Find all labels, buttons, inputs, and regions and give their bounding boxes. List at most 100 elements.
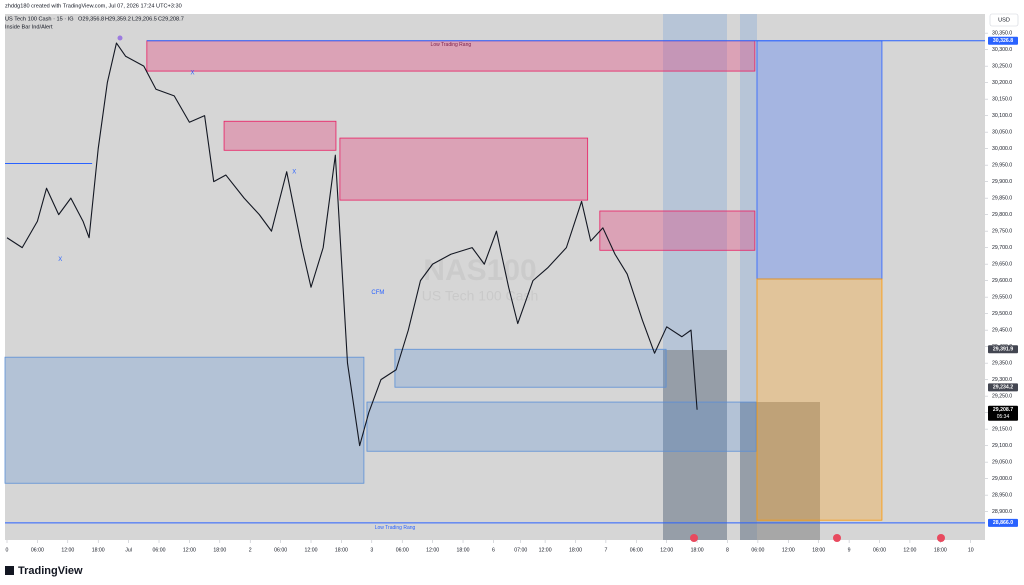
x-tick-label: 12:00 bbox=[539, 547, 552, 553]
y-tick-label: 30,350.0 bbox=[992, 31, 1012, 37]
y-tick-label: 30,100.0 bbox=[992, 113, 1012, 119]
author-line: zhddg180 created with TradingView.com, J… bbox=[5, 3, 182, 9]
zone bbox=[756, 278, 883, 521]
x-tick-label: 06:00 bbox=[873, 547, 886, 553]
x-tick-label: 06:00 bbox=[630, 547, 643, 553]
y-tick-label: 29,050.0 bbox=[992, 459, 1012, 465]
ohlc-high: H29,359.2 bbox=[105, 16, 131, 22]
x-tick-label: 0 bbox=[6, 547, 9, 553]
session-band bbox=[663, 14, 727, 540]
x-tick-label: Jul bbox=[125, 547, 132, 553]
x-tick-label: 06:00 bbox=[751, 547, 764, 553]
x-tick-label: 18:00 bbox=[934, 547, 947, 553]
annotation: X bbox=[58, 257, 62, 263]
y-tick-label: 30,000.0 bbox=[992, 146, 1012, 152]
y-tick-label: 29,550.0 bbox=[992, 295, 1012, 301]
price-label: 29,234.2 bbox=[993, 385, 1013, 391]
watermark: US Tech 100 Cash bbox=[422, 288, 538, 304]
ohlc-close: C29,208.7 bbox=[158, 16, 184, 22]
y-tick-label: 30,150.0 bbox=[992, 97, 1012, 103]
annotation: CFM bbox=[371, 290, 384, 296]
zone bbox=[146, 40, 756, 72]
indicator-name: Inside Bar Ind/Alert bbox=[5, 24, 53, 30]
price-line bbox=[6, 42, 698, 447]
currency-button[interactable] bbox=[989, 13, 1019, 27]
level-label: Low Trading Rang bbox=[375, 525, 416, 531]
x-tick-label: 12:00 bbox=[305, 547, 318, 553]
y-tick-label: 30,200.0 bbox=[992, 80, 1012, 86]
zone bbox=[4, 356, 365, 484]
y-tick-label: 29,350.0 bbox=[992, 361, 1012, 367]
y-tick-label: 29,950.0 bbox=[992, 163, 1012, 169]
x-tick-label: 12:00 bbox=[782, 547, 795, 553]
y-tick-label: 28,950.0 bbox=[992, 492, 1012, 498]
event-icon[interactable] bbox=[690, 534, 698, 542]
x-tick-label: 06:00 bbox=[153, 547, 166, 553]
y-tick-label: 29,700.0 bbox=[992, 245, 1012, 251]
x-tick-label: 18:00 bbox=[92, 547, 105, 553]
annotation: X bbox=[292, 169, 296, 175]
y-tick-label: 29,500.0 bbox=[992, 311, 1012, 317]
y-tick-label: 29,250.0 bbox=[992, 394, 1012, 400]
zone bbox=[599, 210, 756, 251]
y-tick-label: 29,750.0 bbox=[992, 229, 1012, 235]
marker bbox=[117, 35, 123, 41]
y-tick-label: 30,250.0 bbox=[992, 64, 1012, 70]
price-label: 28,866.0 bbox=[993, 520, 1013, 526]
x-tick-label: 2 bbox=[249, 547, 252, 553]
x-tick-label: 18:00 bbox=[691, 547, 704, 553]
logo-icon bbox=[5, 566, 14, 575]
price-label-box bbox=[988, 518, 1018, 527]
x-tick-label: 06:00 bbox=[274, 547, 287, 553]
price-label-box bbox=[988, 345, 1018, 354]
zone bbox=[339, 137, 589, 201]
price-label-box bbox=[988, 36, 1018, 45]
x-tick-label: 10 bbox=[968, 547, 974, 553]
y-tick-label: 29,900.0 bbox=[992, 179, 1012, 185]
plot: Low Trading Rang 28,900.0 28,950.0 29,000.0… bbox=[5, 31, 1018, 553]
x-tick-label: 06:00 bbox=[31, 547, 44, 553]
y-tick-label: 30,050.0 bbox=[992, 130, 1012, 136]
y-tick-label: 29,300.0 bbox=[992, 377, 1012, 383]
x-tick-label: 18:00 bbox=[812, 547, 825, 553]
ohlc-open: O29,356.8 bbox=[78, 16, 104, 22]
y-tick-label: 29,800.0 bbox=[992, 212, 1012, 218]
price-label: 29,391.9 bbox=[993, 347, 1013, 353]
zones: Low Trading Rang bbox=[4, 40, 883, 521]
y-tick-label: 28,900.0 bbox=[992, 509, 1012, 515]
currency[interactable]: USD bbox=[998, 17, 1010, 23]
y-tick-label: 29,850.0 bbox=[992, 196, 1012, 202]
y-tick-label: 29,150.0 bbox=[992, 426, 1012, 432]
countdown: 05:34 bbox=[997, 414, 1010, 420]
y-tick-label: 29,650.0 bbox=[992, 262, 1012, 268]
x-tick-label: 18:00 bbox=[335, 547, 348, 553]
session-band bbox=[740, 14, 757, 540]
x-tick-label: 9 bbox=[848, 547, 851, 553]
x-tick-label: 7 bbox=[604, 547, 607, 553]
y-tick-label: 29,000.0 bbox=[992, 476, 1012, 482]
x-tick-label: 12:00 bbox=[660, 547, 673, 553]
x-tick-label: 18:00 bbox=[457, 547, 470, 553]
zone bbox=[756, 40, 883, 280]
x-tick-label: 12:00 bbox=[183, 547, 196, 553]
x-tick-label: 12:00 bbox=[903, 547, 916, 553]
zone bbox=[394, 348, 667, 388]
event-icon[interactable] bbox=[833, 534, 841, 542]
symbol: US Tech 100 Cash · 15 · IG bbox=[5, 16, 74, 22]
y-tick-label: 29,600.0 bbox=[992, 278, 1012, 284]
y-tick-label: 29,450.0 bbox=[992, 328, 1012, 334]
event-icon[interactable] bbox=[937, 534, 945, 542]
price-label: 30,326.8 bbox=[993, 38, 1013, 44]
x-tick-label: 3 bbox=[370, 547, 373, 553]
x-tick-label: 07:00 bbox=[514, 547, 527, 553]
x-tick-label: 18:00 bbox=[213, 547, 226, 553]
zone bbox=[366, 401, 757, 452]
x-tick-label: 12:00 bbox=[61, 547, 74, 553]
annotation: X bbox=[190, 70, 194, 76]
y-tick-label: 29,100.0 bbox=[992, 443, 1012, 449]
x-tick-label: 8 bbox=[726, 547, 729, 553]
price-label-box bbox=[988, 405, 1018, 421]
plot-area bbox=[5, 14, 985, 540]
